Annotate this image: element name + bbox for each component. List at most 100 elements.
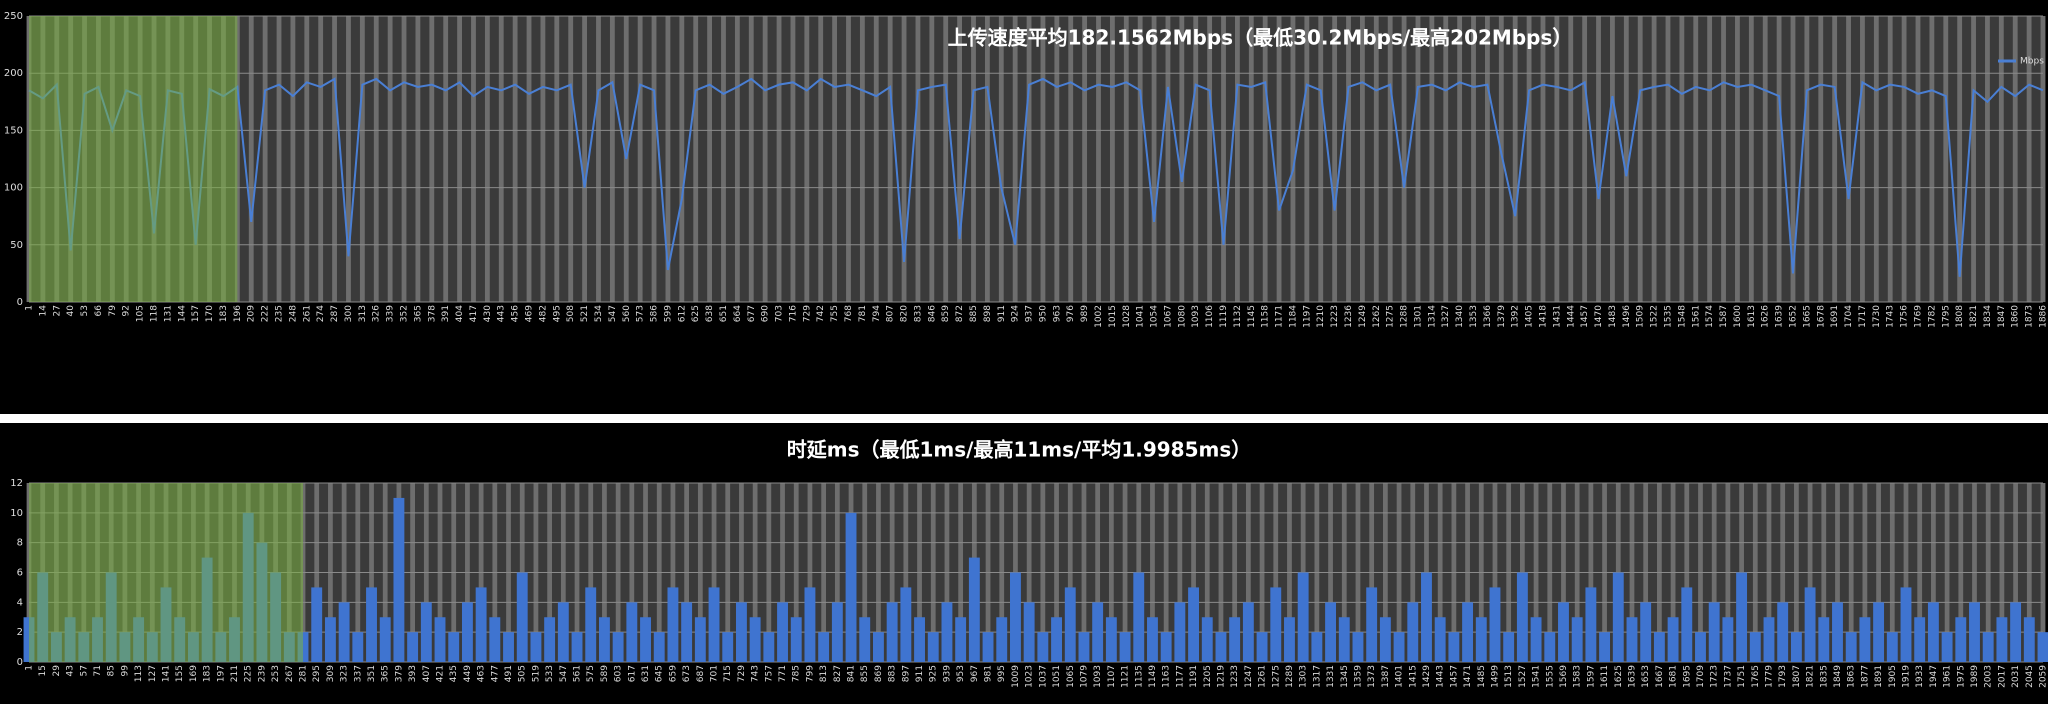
x-tick-label: 248 (288, 305, 298, 322)
x-tick-label: 1121 (1121, 665, 1131, 688)
bar (790, 617, 802, 662)
x-tick-label: 1301 (1413, 305, 1423, 328)
x-tick-label: 794 (872, 305, 882, 322)
x-tick-label: 1795 (1941, 305, 1951, 328)
x-tick-label: 645 (655, 665, 665, 682)
bar (900, 587, 912, 662)
legend-label: Mbps (2020, 57, 2044, 67)
x-tick-label: 404 (455, 305, 465, 322)
bar (366, 587, 377, 662)
bar (859, 617, 871, 662)
x-tick-label: 1340 (1455, 305, 1465, 328)
x-tick-label: 295 (312, 665, 322, 682)
x-tick-label: 519 (531, 665, 541, 682)
x-tick-label: 1569 (1559, 665, 1569, 688)
x-tick-label: 118 (150, 305, 160, 322)
x-tick-label: 1093 (1093, 665, 1103, 688)
x-tick-label: 421 (436, 665, 446, 682)
x-tick-label: 1009 (1011, 665, 1021, 688)
x-tick-label: 1527 (1518, 665, 1528, 688)
bar (1489, 587, 1501, 662)
x-tick-label: 99 (120, 665, 130, 677)
x-tick-label: 631 (641, 665, 651, 682)
x-tick-label: 2017 (1997, 665, 2007, 688)
bar (1462, 602, 1474, 662)
bar (1516, 572, 1528, 662)
x-tick-label: 1401 (1395, 665, 1405, 688)
x-tick-label: 859 (941, 305, 951, 322)
bar (1037, 632, 1049, 662)
bar (475, 587, 487, 662)
x-tick-label: 170 (205, 305, 215, 322)
bar (2023, 617, 2035, 662)
x-tick-label: 1317 (1312, 665, 1322, 688)
x-tick-label: 1756 (1900, 305, 1910, 328)
x-tick-label: 1626 (1761, 305, 1771, 328)
x-tick-label: 1597 (1586, 665, 1596, 688)
bar (1215, 632, 1227, 662)
x-tick-label: 141 (162, 665, 172, 682)
x-tick-label: 1191 (1189, 665, 1199, 688)
x-tick-label: 1779 (1764, 665, 1774, 688)
x-tick-label: 521 (580, 305, 590, 322)
x-tick-label: 1415 (1408, 665, 1418, 688)
x-tick-label: 1765 (1751, 665, 1761, 688)
x-tick-label: 1429 (1422, 665, 1432, 688)
x-tick-label: 547 (608, 305, 618, 322)
bar (1749, 632, 1761, 662)
plot-area (29, 16, 2043, 302)
x-tick-label: 1471 (1463, 665, 1473, 688)
x-tick-label: 897 (901, 665, 911, 682)
x-tick-label: 1210 (1316, 305, 1326, 328)
bar (489, 617, 501, 662)
bar (1105, 617, 1117, 662)
x-tick-label: 477 (490, 665, 500, 682)
x-tick-label: 2031 (2011, 665, 2021, 688)
x-tick-label: 1496 (1622, 305, 1632, 328)
x-tick-label: 1541 (1532, 665, 1542, 688)
x-tick-label: 1 (25, 305, 35, 311)
x-tick-label: 869 (874, 665, 884, 682)
highlight-region (29, 483, 304, 662)
x-tick-label: 1132 (1233, 305, 1243, 328)
y-tick-label: 0 (17, 297, 23, 308)
bar (324, 617, 336, 662)
x-tick-label: 1149 (1148, 665, 1158, 688)
x-tick-label: 443 (497, 305, 507, 322)
bar (1078, 632, 1090, 662)
x-tick-label: 575 (586, 665, 596, 682)
bar (653, 632, 665, 662)
bar (1174, 602, 1186, 662)
x-tick-label: 1751 (1737, 665, 1747, 688)
bar (1051, 617, 1062, 662)
x-tick-label: 976 (1066, 305, 1076, 322)
line (28, 77, 2044, 277)
x-tick-label: 1835 (1819, 665, 1829, 688)
x-tick-label: 1574 (1705, 305, 1715, 328)
x-tick-label: 508 (566, 305, 576, 322)
bar (1270, 587, 1282, 662)
x-tick-label: 757 (764, 665, 774, 682)
x-tick-label: 995 (997, 665, 1007, 682)
x-tick-label: 430 (483, 305, 493, 322)
y-tick-label: 0 (17, 657, 23, 668)
x-tick-label: 1704 (1844, 305, 1854, 328)
x-tick-label: 651 (719, 305, 729, 322)
bar (1503, 632, 1515, 662)
x-tick-label: 560 (622, 305, 632, 322)
bar (1927, 602, 1939, 662)
bar (571, 632, 583, 662)
x-tick-label: 1135 (1134, 665, 1144, 688)
x-tick-label: 1717 (1858, 305, 1868, 328)
bar (626, 602, 638, 662)
x-tick-label: 1261 (1258, 665, 1268, 688)
bar (1886, 632, 1898, 662)
bar (1160, 632, 1172, 662)
x-tick-label: 29 (52, 665, 62, 677)
x-tick-label: 547 (559, 665, 569, 682)
x-tick-label: 197 (216, 665, 226, 682)
bar (1832, 602, 1843, 662)
bar (1201, 617, 1213, 662)
bar (914, 617, 925, 662)
y-tick-label: 8 (17, 538, 23, 549)
